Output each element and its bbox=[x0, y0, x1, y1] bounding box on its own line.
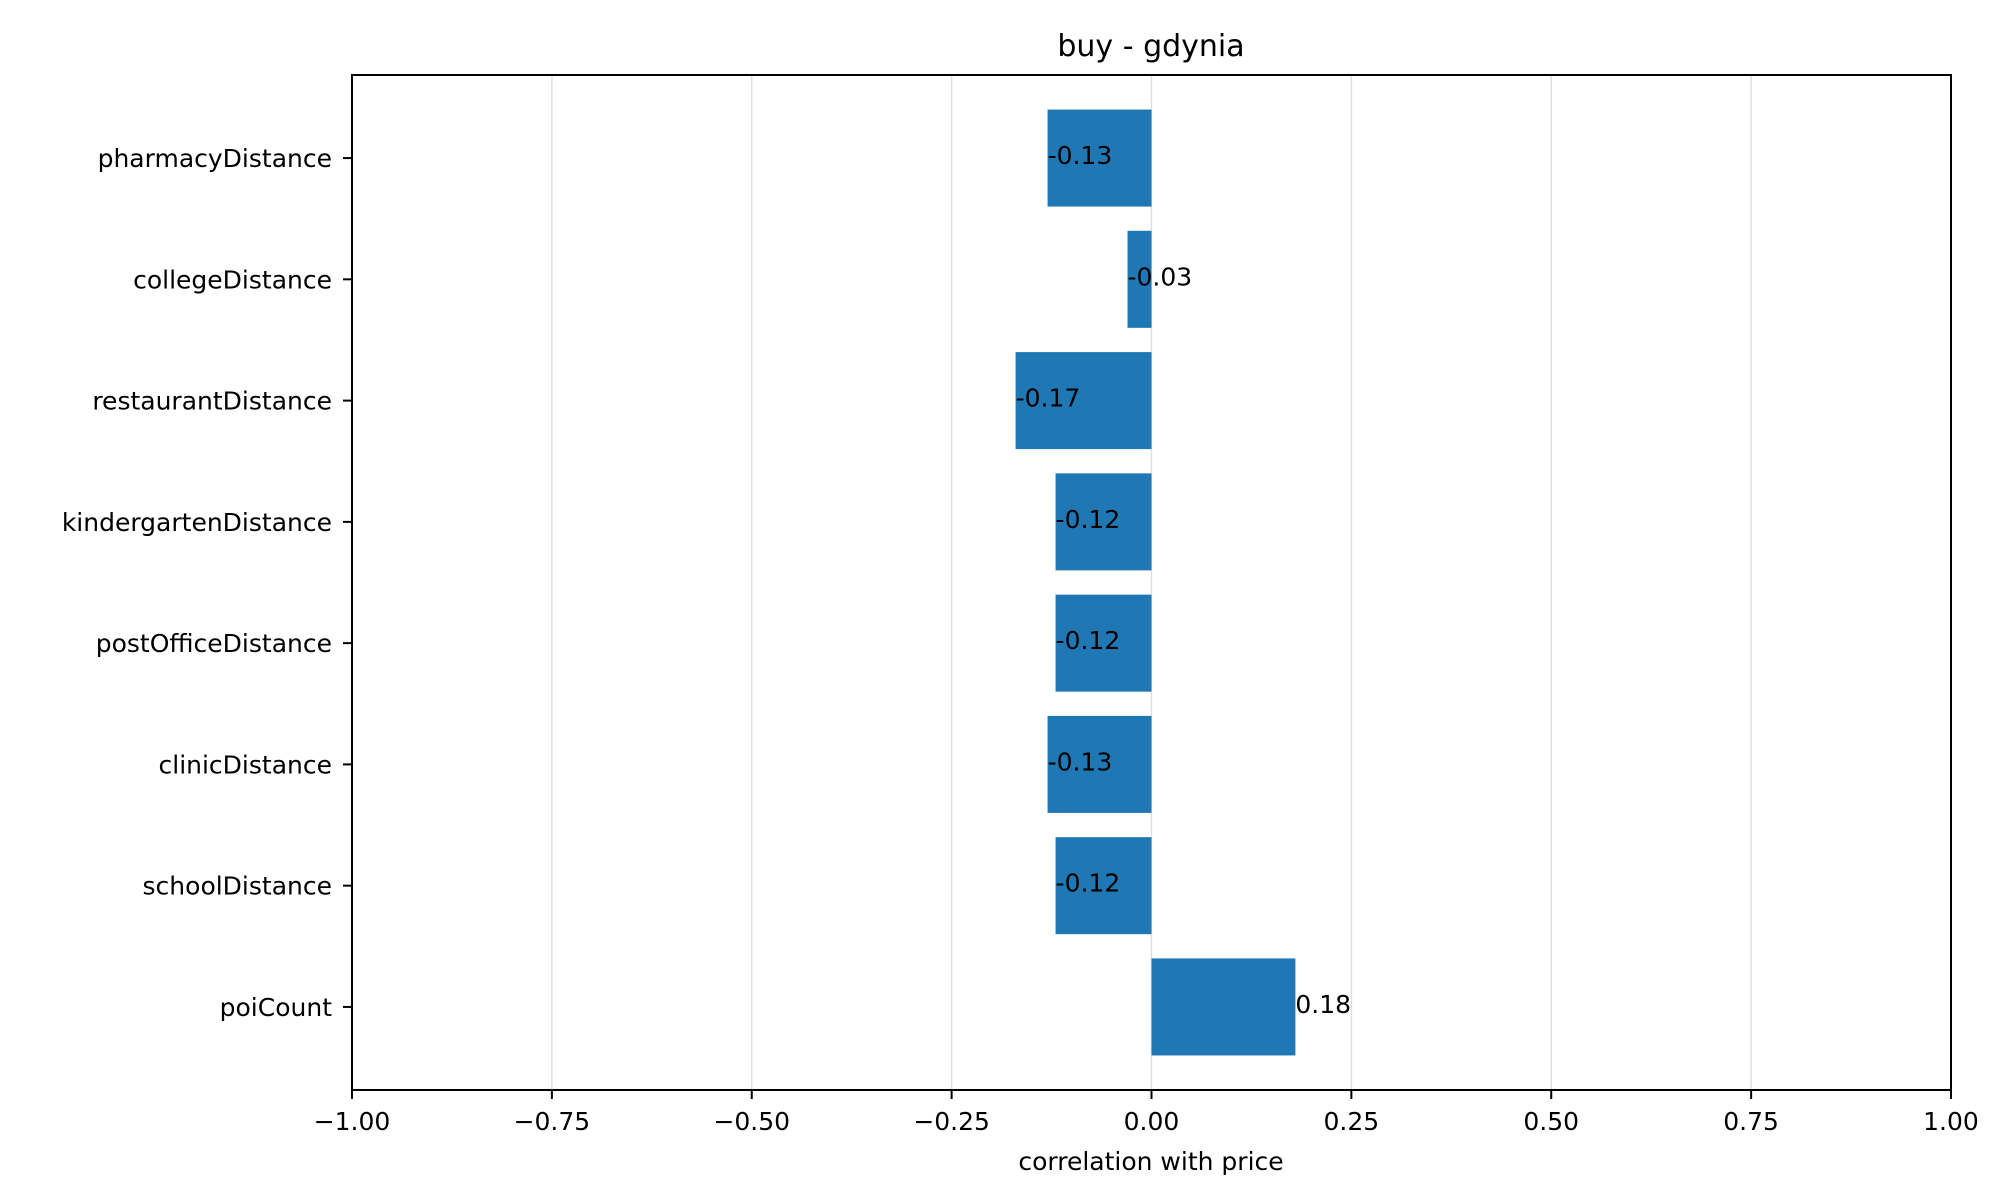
x-axis-label: correlation with price bbox=[1018, 1147, 1283, 1176]
y-tick-label: poiCount bbox=[220, 993, 333, 1022]
x-tick-label: 0.00 bbox=[1124, 1107, 1180, 1136]
chart-title: buy - gdynia bbox=[1057, 29, 1244, 64]
bar-pharmacyDistance bbox=[1047, 109, 1152, 207]
x-axis-ticks: −1.00 −0.75 −0.50 −0.25 0.00 0.25 0.50 0.75 1.00 bbox=[314, 1090, 1979, 1136]
y-tick-label: clinicDistance bbox=[159, 750, 333, 779]
bar-schoolDistance bbox=[1055, 837, 1152, 935]
bar-clinicDistance bbox=[1047, 715, 1152, 813]
x-tick-label: 1.00 bbox=[1923, 1107, 1979, 1136]
y-tick-label: postOfficeDistance bbox=[96, 629, 332, 658]
value-label: -0.12 bbox=[1056, 869, 1121, 898]
value-label: -0.03 bbox=[1128, 262, 1193, 291]
y-tick-label: schoolDistance bbox=[143, 872, 332, 901]
value-label: -0.13 bbox=[1048, 747, 1113, 776]
x-tick-label: −0.25 bbox=[913, 1107, 990, 1136]
value-labels: -0.13 -0.03 -0.17 -0.12 -0.12 -0.13 -0.12 0.18 bbox=[1016, 141, 1351, 1019]
value-label: -0.12 bbox=[1056, 626, 1121, 655]
y-tick-label: collegeDistance bbox=[133, 265, 332, 294]
y-axis-ticks: pharmacyDistance collegeDistance restauran… bbox=[62, 144, 352, 1022]
value-label: 0.18 bbox=[1295, 990, 1351, 1019]
x-tick-label: −0.50 bbox=[713, 1107, 790, 1136]
bar-collegeDistance bbox=[1127, 230, 1152, 328]
bar-poiCount bbox=[1151, 958, 1296, 1056]
x-tick-label: 0.25 bbox=[1324, 1107, 1380, 1136]
y-tick-label: pharmacyDistance bbox=[98, 144, 332, 173]
bar-restaurantDistance bbox=[1015, 352, 1152, 450]
value-label: -0.17 bbox=[1016, 384, 1081, 413]
y-tick-label: kindergartenDistance bbox=[62, 508, 332, 537]
bar-kindergartenDistance bbox=[1055, 473, 1152, 571]
x-tick-label: 0.75 bbox=[1723, 1107, 1779, 1136]
x-tick-label: −1.00 bbox=[314, 1107, 391, 1136]
value-label: -0.13 bbox=[1048, 141, 1113, 170]
bar-postOfficeDistance bbox=[1055, 594, 1152, 692]
y-tick-label: restaurantDistance bbox=[92, 387, 332, 416]
x-tick-label: −0.75 bbox=[514, 1107, 591, 1136]
bars bbox=[1015, 109, 1296, 1056]
x-tick-label: 0.50 bbox=[1523, 1107, 1579, 1136]
value-label: -0.12 bbox=[1056, 505, 1121, 534]
